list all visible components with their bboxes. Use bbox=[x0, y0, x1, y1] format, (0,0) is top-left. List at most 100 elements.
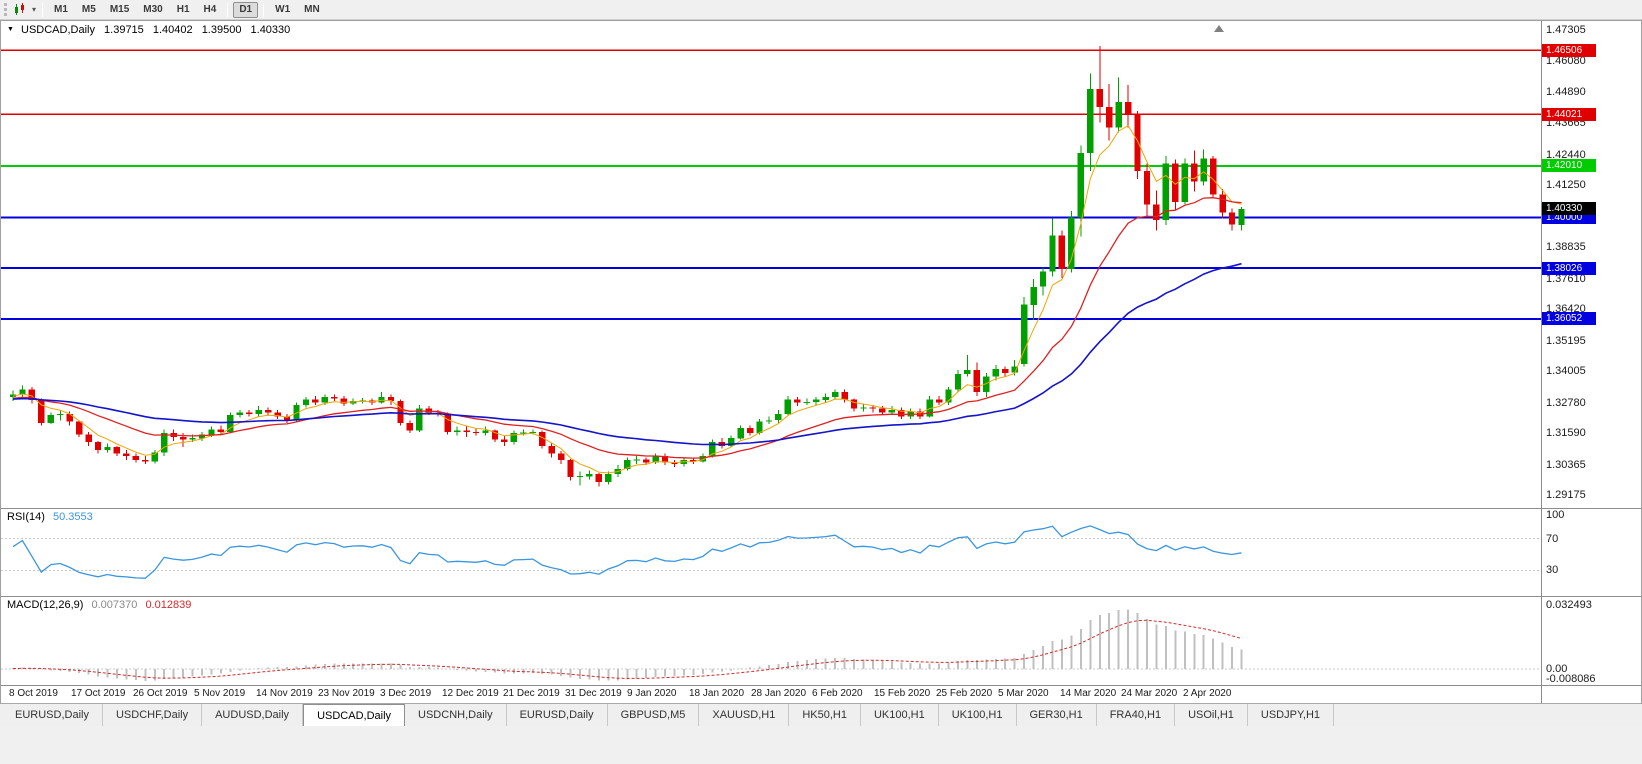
toolbar-separator bbox=[263, 2, 265, 17]
price-tick: 1.31590 bbox=[1546, 427, 1586, 439]
chart-tab-usdjpy-h1[interactable]: USDJPY,H1 bbox=[1248, 704, 1335, 726]
date-label: 15 Feb 2020 bbox=[874, 688, 931, 699]
chart-tab-uk100-h1[interactable]: UK100,H1 bbox=[861, 704, 939, 726]
timeframe-button-d1[interactable]: D1 bbox=[233, 1, 259, 18]
chart-tab-hk50-h1[interactable]: HK50,H1 bbox=[789, 704, 861, 726]
chart-window: ▼ USDCAD,Daily 1.39715 1.40402 1.39500 1… bbox=[0, 20, 1642, 703]
time-axis[interactable]: 8 Oct 2019 17 Oct 2019 26 Oct 2019 5 Nov 20… bbox=[1, 686, 1541, 703]
main-chart-plot[interactable]: ▼ USDCAD,Daily 1.39715 1.40402 1.39500 1… bbox=[1, 21, 1541, 508]
moving-average-18 bbox=[12, 197, 1242, 459]
symbol-dropdown-icon[interactable]: ▼ bbox=[7, 26, 14, 33]
rsi-axis: 100 70 30 bbox=[1541, 509, 1641, 596]
macd-tick: 0.032493 bbox=[1546, 599, 1592, 611]
date-label: 5 Nov 2019 bbox=[194, 688, 246, 699]
price-tick: 1.38835 bbox=[1546, 241, 1586, 253]
macd-plot[interactable]: MACD(12,26,9) 0.007370 0.012839 bbox=[1, 597, 1541, 685]
toolbar-grip[interactable] bbox=[4, 3, 7, 16]
price-tick: 1.42440 bbox=[1546, 149, 1586, 161]
chart-tab-audusd-daily[interactable]: AUDUSD,Daily bbox=[202, 704, 304, 726]
chart-type-dropdown-icon[interactable]: ▾ bbox=[32, 5, 37, 14]
ohlc-close: 1.40330 bbox=[250, 24, 291, 36]
main-chart-canvas[interactable] bbox=[1, 21, 1541, 508]
main-price-panel: ▼ USDCAD,Daily 1.39715 1.40402 1.39500 1… bbox=[1, 21, 1641, 508]
timeframe-button-h4[interactable]: H4 bbox=[203, 3, 217, 15]
macd-tick: 0.00 bbox=[1546, 663, 1568, 675]
chart-tab-eurusd-daily[interactable]: EURUSD,Daily bbox=[507, 704, 608, 726]
macd-signal-line bbox=[12, 619, 1242, 679]
chart-tab-usdcnh-daily[interactable]: USDCNH,Daily bbox=[405, 704, 507, 726]
date-label: 31 Dec 2019 bbox=[565, 688, 622, 699]
macd-panel: MACD(12,26,9) 0.007370 0.012839 0.032493… bbox=[1, 597, 1641, 685]
date-label: 5 Mar 2020 bbox=[998, 688, 1049, 699]
timeframe-button-m15[interactable]: M15 bbox=[109, 3, 130, 15]
timeframe-button-w1[interactable]: W1 bbox=[275, 3, 291, 15]
ohlc-open: 1.39715 bbox=[104, 24, 144, 36]
macd-histogram bbox=[12, 609, 1243, 681]
date-label: 28 Jan 2020 bbox=[751, 688, 807, 699]
timeframe-button-mn[interactable]: MN bbox=[304, 3, 320, 15]
date-label: 21 Dec 2019 bbox=[503, 688, 560, 699]
chart-tab-ger30-h1[interactable]: GER30,H1 bbox=[1017, 704, 1097, 726]
date-label: 3 Dec 2019 bbox=[380, 688, 432, 699]
hline-price-tag-1.44021: 1.44021 bbox=[1542, 108, 1596, 121]
panel-splitter[interactable] bbox=[1, 685, 1641, 686]
macd-canvas[interactable] bbox=[1, 597, 1541, 685]
date-label: 12 Dec 2019 bbox=[442, 688, 499, 699]
rsi-tick: 70 bbox=[1546, 533, 1559, 545]
hline-price-tag-1.38026: 1.38026 bbox=[1542, 262, 1596, 275]
date-label: 14 Nov 2019 bbox=[256, 688, 313, 699]
date-label: 6 Feb 2020 bbox=[812, 688, 863, 699]
price-tick: 1.34005 bbox=[1546, 365, 1586, 377]
date-label: 26 Oct 2019 bbox=[133, 688, 188, 699]
rsi-line bbox=[12, 525, 1242, 579]
candlestick-chart-icon[interactable] bbox=[13, 3, 28, 16]
macd-name: MACD(12,26,9) bbox=[7, 599, 84, 611]
price-tick: 1.41250 bbox=[1546, 179, 1586, 191]
date-label: 25 Feb 2020 bbox=[936, 688, 993, 699]
price-tick: 1.35195 bbox=[1546, 335, 1586, 347]
last-price-tag: 1.40330 bbox=[1542, 202, 1596, 215]
date-label: 24 Mar 2020 bbox=[1121, 688, 1178, 699]
chart-tab-usdcad-daily[interactable]: USDCAD,Daily bbox=[303, 704, 406, 726]
timeframe-button-m1[interactable]: M1 bbox=[54, 3, 68, 15]
timeframe-button-m5[interactable]: M5 bbox=[81, 3, 96, 15]
chart-tab-gbpusd-m5[interactable]: GBPUSD,M5 bbox=[608, 704, 700, 726]
macd-axis: 0.032493 0.00 -0.008086 bbox=[1541, 597, 1641, 685]
price-tick: 1.29175 bbox=[1546, 489, 1586, 501]
rsi-tick: 100 bbox=[1546, 509, 1565, 521]
rsi-canvas[interactable] bbox=[1, 509, 1541, 596]
hline-price-tag-1.36052: 1.36052 bbox=[1542, 312, 1596, 325]
moving-average-45 bbox=[12, 262, 1242, 446]
chart-tabbar: EURUSD,Daily USDCHF,Daily AUDUSD,Daily USDC… bbox=[0, 703, 1642, 726]
rsi-panel: RSI(14) 50.3553 100 70 30 bbox=[1, 509, 1641, 596]
chart-tab-uk100-h1[interactable]: UK100,H1 bbox=[939, 704, 1017, 726]
toolbar: ▾ M1 M5 M15 M30 H1 H4 D1 W1 MN bbox=[0, 0, 1642, 20]
date-label: 17 Oct 2019 bbox=[71, 688, 126, 699]
toolbar-separator bbox=[227, 2, 229, 17]
chart-tab-fra40-h1[interactable]: FRA40,H1 bbox=[1097, 704, 1176, 726]
timeframe-button-m30[interactable]: M30 bbox=[143, 3, 163, 15]
rsi-plot[interactable]: RSI(14) 50.3553 bbox=[1, 509, 1541, 596]
panel-splitter[interactable] bbox=[1, 596, 1641, 597]
price-tick: 1.30365 bbox=[1546, 459, 1586, 471]
price-tick: 1.46080 bbox=[1546, 55, 1586, 67]
ohlc-high: 1.40402 bbox=[152, 24, 193, 36]
hline-price-tag-1.46506: 1.46506 bbox=[1542, 44, 1596, 57]
date-label: 23 Nov 2019 bbox=[318, 688, 375, 699]
timeframe-buttons: M1 M5 M15 M30 H1 H4 D1 W1 MN bbox=[47, 1, 327, 18]
rsi-tick: 30 bbox=[1546, 564, 1559, 576]
panel-splitter[interactable] bbox=[1, 508, 1641, 509]
rsi-value: 50.3553 bbox=[52, 511, 93, 523]
date-label: 8 Oct 2019 bbox=[9, 688, 58, 699]
chart-tab-eurusd-daily[interactable]: EURUSD,Daily bbox=[2, 704, 103, 726]
chart-tab-usdchf-daily[interactable]: USDCHF,Daily bbox=[103, 704, 203, 726]
price-axis[interactable]: 1.47305 1.46080 1.44890 1.43665 1.42440 1.412… bbox=[1541, 21, 1641, 508]
chart-tab-usoil-h1[interactable]: USOil,H1 bbox=[1175, 704, 1248, 726]
chart-tab-xauusd-h1[interactable]: XAUUSD,H1 bbox=[699, 704, 790, 726]
date-label: 14 Mar 2020 bbox=[1060, 688, 1117, 699]
rsi-label: RSI(14) 50.3553 bbox=[7, 511, 98, 523]
macd-tick: -0.008086 bbox=[1546, 673, 1596, 685]
time-axis-row: 8 Oct 2019 17 Oct 2019 26 Oct 2019 5 Nov 20… bbox=[1, 686, 1641, 703]
timeframe-button-h1[interactable]: H1 bbox=[176, 3, 190, 15]
chart-shift-marker[interactable] bbox=[1214, 25, 1224, 32]
